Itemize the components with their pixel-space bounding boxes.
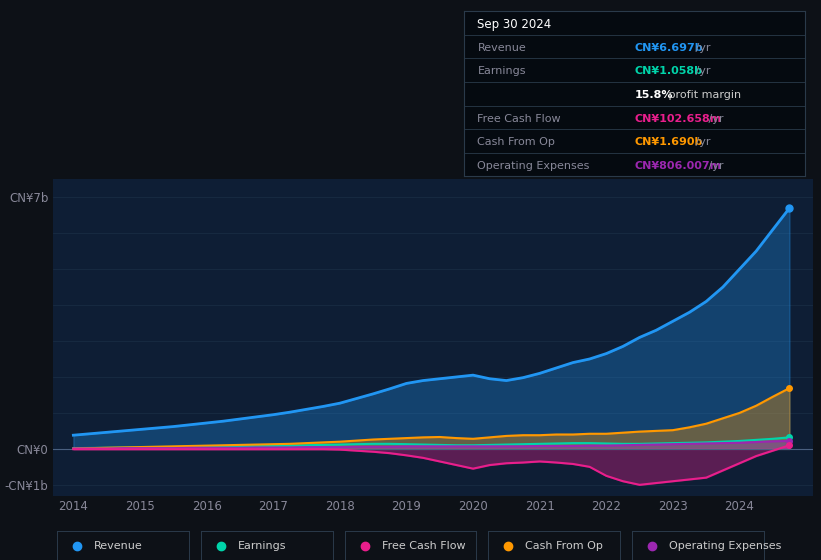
Text: Free Cash Flow: Free Cash Flow (478, 114, 561, 124)
Text: /yr: /yr (705, 161, 724, 171)
Text: CN¥1.690b: CN¥1.690b (635, 137, 703, 147)
Text: CN¥6.697b: CN¥6.697b (635, 43, 703, 53)
Text: Revenue: Revenue (478, 43, 526, 53)
Text: profit margin: profit margin (665, 90, 741, 100)
Text: /yr: /yr (692, 43, 711, 53)
Text: CN¥102.658m: CN¥102.658m (635, 114, 722, 124)
Text: CN¥1.058b: CN¥1.058b (635, 67, 702, 76)
Text: /yr: /yr (692, 67, 711, 76)
Text: Operating Expenses: Operating Expenses (669, 541, 782, 551)
Text: Cash From Op: Cash From Op (478, 137, 555, 147)
Text: Free Cash Flow: Free Cash Flow (382, 541, 466, 551)
Text: Earnings: Earnings (238, 541, 287, 551)
Text: Earnings: Earnings (478, 67, 526, 76)
Text: Sep 30 2024: Sep 30 2024 (478, 18, 552, 31)
Text: /yr: /yr (692, 137, 711, 147)
Text: Operating Expenses: Operating Expenses (478, 161, 589, 171)
Text: Revenue: Revenue (94, 541, 143, 551)
Text: Cash From Op: Cash From Op (525, 541, 603, 551)
Text: /yr: /yr (705, 114, 724, 124)
Text: CN¥806.007m: CN¥806.007m (635, 161, 722, 171)
Text: 15.8%: 15.8% (635, 90, 672, 100)
